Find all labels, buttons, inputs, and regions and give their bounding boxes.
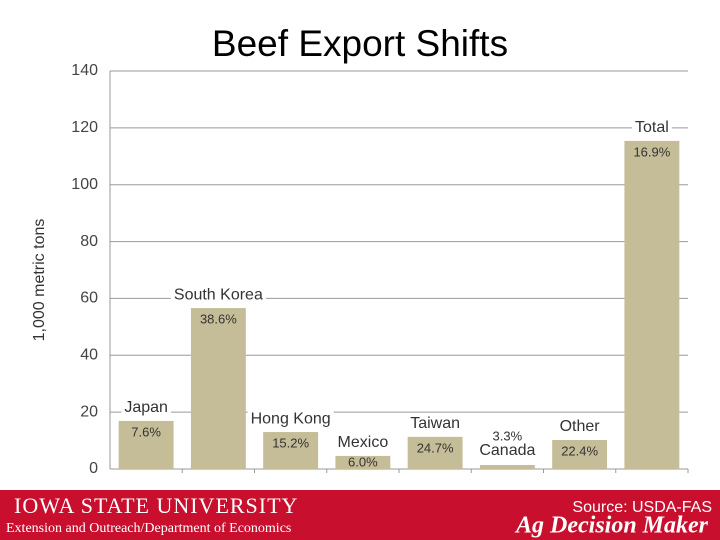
percent-label: 38.6% bbox=[200, 312, 237, 327]
category-label-bg bbox=[476, 442, 539, 460]
percent-label: 24.7% bbox=[417, 440, 454, 455]
bar bbox=[479, 465, 535, 469]
title-bg bbox=[176, 24, 546, 68]
category-label: Other bbox=[560, 418, 601, 435]
category-label-bg bbox=[121, 399, 171, 417]
y-tick-label: 40 bbox=[80, 347, 98, 364]
category-label: South Korea bbox=[174, 286, 263, 303]
bar bbox=[335, 455, 391, 469]
bar bbox=[407, 436, 463, 469]
y-tick-label: 80 bbox=[80, 233, 98, 250]
category-label-bg bbox=[631, 119, 672, 137]
category-label: Total bbox=[635, 119, 669, 136]
bar bbox=[118, 420, 174, 469]
category-label: Mexico bbox=[338, 434, 389, 451]
bar bbox=[552, 440, 608, 469]
source: Source: USDA-FAS bbox=[572, 499, 712, 516]
category-label-bg bbox=[247, 410, 334, 428]
bar bbox=[190, 308, 246, 469]
chart-title: Beef Export Shifts bbox=[212, 23, 508, 64]
y-tick-label: 60 bbox=[80, 290, 98, 307]
y-tick-label: 0 bbox=[89, 460, 98, 477]
category-label: Hong Kong bbox=[251, 410, 331, 427]
percent-label: 3.3% bbox=[493, 428, 523, 443]
category-label: Taiwan bbox=[410, 415, 460, 432]
footer-band bbox=[0, 490, 720, 540]
department: Extension and Outreach/Department of Eco… bbox=[6, 521, 291, 536]
category-label-bg bbox=[556, 418, 604, 436]
y-tick-label: 100 bbox=[71, 176, 98, 193]
category-label-bg bbox=[334, 434, 392, 452]
y-axis-label: 1,000 metric tons bbox=[31, 219, 48, 342]
category-label-bg bbox=[407, 415, 464, 433]
percent-label: 15.2% bbox=[272, 435, 309, 450]
plot: 0 20 40 60 80 100 120 140 Japan 7.6% South Korea 38… bbox=[71, 62, 689, 477]
university: Iowa State University bbox=[14, 493, 298, 518]
y-tick-label: 20 bbox=[80, 403, 98, 420]
brand: Ag Decision Maker bbox=[514, 513, 709, 539]
bar bbox=[624, 140, 680, 470]
category-label-bg bbox=[170, 286, 266, 304]
percent-label: 7.6% bbox=[131, 424, 161, 439]
category-label: Canada bbox=[479, 442, 535, 459]
bar bbox=[263, 432, 319, 469]
percent-label: 6.0% bbox=[348, 454, 378, 469]
category-label: Japan bbox=[124, 399, 168, 416]
percent-label: 16.9% bbox=[633, 144, 670, 159]
percent-label: 22.4% bbox=[561, 443, 598, 458]
y-tick-label: 140 bbox=[71, 62, 98, 79]
y-tick-label: 120 bbox=[71, 119, 98, 136]
